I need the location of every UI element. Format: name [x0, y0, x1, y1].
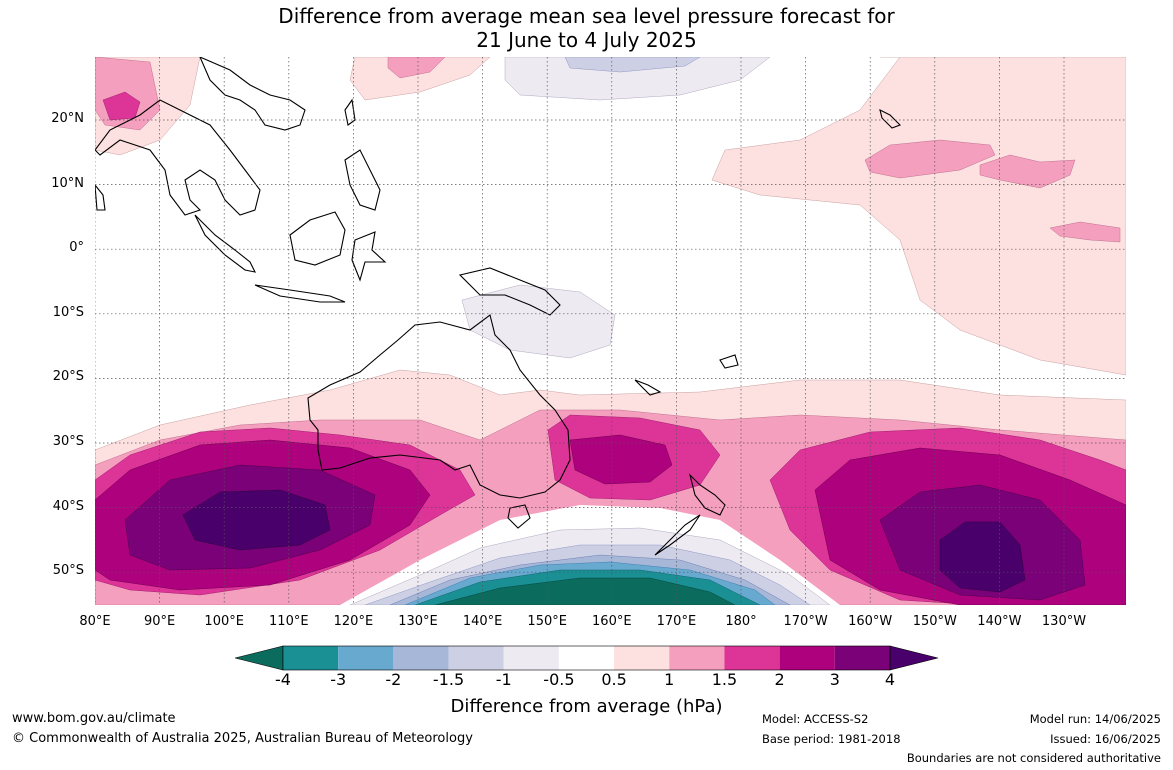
longitude-label: 150°E — [527, 614, 567, 629]
colorbar-segment — [669, 646, 725, 670]
colorbar-segment — [283, 646, 339, 670]
longitude-label: 170°E — [656, 614, 697, 629]
footer-model: Model: ACCESS-S2 — [762, 712, 869, 726]
longitude-label: 90°E — [143, 614, 176, 629]
latitude-label: 20°N — [51, 111, 84, 126]
longitude-label: 160°E — [592, 614, 632, 629]
new-zealand-north-coast — [688, 473, 726, 516]
sri-lanka-coast — [95, 184, 106, 211]
coastlines — [95, 57, 901, 556]
longitude-label: 130°E — [398, 614, 438, 629]
colorbar-tick-label: 3 — [829, 670, 840, 689]
contour-1.5-northwest — [102, 91, 141, 121]
longitude-label: 100°E — [204, 614, 244, 629]
longitude-label: 110°E — [269, 614, 309, 629]
graticule — [95, 57, 1126, 605]
latitude-label: 30°S — [52, 434, 84, 449]
longitude-label: 140°E — [462, 614, 503, 629]
contour-0.5-top — [349, 57, 491, 101]
contour-2-tasman — [569, 434, 673, 485]
pressure-anomaly-contours — [95, 57, 1126, 605]
footer-base-period: Base period: 1981-2018 — [762, 732, 901, 746]
colorbar-segment — [724, 646, 780, 670]
latitude-label: 10°N — [51, 175, 84, 191]
contour-neg0.5-top — [564, 57, 701, 73]
borneo-coast — [289, 211, 346, 266]
java-coast — [254, 284, 346, 303]
chart-title-line1: Difference from average mean sea level p… — [278, 4, 895, 28]
chart-title-line2: 21 June to 4 July 2025 — [476, 28, 697, 52]
footer-website: www.bom.gov.au/climate — [12, 711, 176, 726]
colorbar-tick-label: -4 — [275, 670, 291, 689]
longitude-label: 140°W — [977, 614, 1022, 629]
new-zealand-south-coast — [654, 514, 701, 556]
longitude-label: 160°W — [848, 614, 893, 629]
fiji-coast — [719, 354, 739, 369]
colorbar-min-arrow — [234, 645, 284, 671]
contour-4-south-pacific — [939, 521, 1026, 593]
contour-1-north-pacific-a — [864, 139, 996, 179]
colorbar-segment — [338, 646, 394, 670]
colorbar-tick-label: -2 — [385, 670, 402, 689]
tasmania-coast — [507, 504, 531, 529]
colorbar-max-arrow — [889, 645, 939, 671]
footer-disclaimer: Boundaries are not considered authoritat… — [906, 751, 1161, 765]
colorbar-tick-label: -0.5 — [543, 670, 575, 689]
contour-1-north-pacific-c — [1049, 221, 1121, 243]
longitude-label: 180° — [725, 614, 757, 629]
colorbar-segment — [448, 646, 504, 670]
colorbar-segment — [393, 646, 449, 670]
colorbar-tick-label: 1.5 — [711, 670, 738, 689]
latitude-label: 0° — [69, 240, 84, 256]
colorbar-segment — [779, 646, 835, 670]
new-guinea-coast — [458, 267, 561, 316]
sulawesi-coast — [351, 231, 387, 282]
longitude-label: 170°W — [783, 614, 828, 629]
colorbar-tick-label: 4 — [884, 670, 896, 689]
longitude-label: 150°W — [912, 614, 957, 629]
new-caledonia-coast — [634, 379, 662, 396]
latitude-label: 40°S — [52, 498, 84, 514]
hawaii-coast — [879, 108, 901, 129]
colorbar-tick-label: -1 — [495, 670, 512, 689]
latitude-label: 10°S — [52, 304, 84, 320]
contour-neg-4-south — [434, 577, 736, 605]
colorbar-segment — [834, 646, 890, 670]
colorbar-tick-label: 1 — [664, 670, 675, 689]
colorbar-tick-label: 0.5 — [601, 670, 627, 689]
longitude-label: 130°W — [1041, 614, 1087, 629]
longitude-label: 120°E — [333, 614, 374, 629]
footer-copyright: © Commonwealth of Australia 2025, Austra… — [12, 731, 473, 746]
australia-coast — [307, 314, 571, 499]
longitude-label: 80°E — [79, 614, 111, 629]
latitude-label: 50°S — [52, 563, 84, 579]
colorbar-segment — [614, 646, 670, 670]
colorbar-label: Difference from average (hPa) — [450, 696, 723, 717]
philippines-coast — [344, 149, 381, 211]
contour-1-top — [387, 57, 446, 79]
latitude-label: 20°S — [52, 369, 84, 385]
colorbar-segment — [558, 646, 615, 670]
colorbar-tick-label: -1.5 — [432, 670, 465, 689]
footer-issued: Issued: 16/06/2025 — [1050, 732, 1161, 746]
china-coast — [199, 57, 306, 131]
colorbar-outline — [282, 645, 891, 671]
footer-model-run: Model run: 14/06/2025 — [1029, 712, 1161, 726]
contour-4-south-indian — [182, 489, 331, 551]
se-asia-coast — [95, 99, 261, 216]
contour-1-north-pacific-b — [979, 154, 1076, 189]
colorbar-segment — [503, 646, 559, 670]
colorbar-tick-label: -3 — [330, 670, 347, 689]
colorbar-tick-label: 2 — [774, 670, 785, 689]
sumatra-coast — [194, 214, 256, 273]
